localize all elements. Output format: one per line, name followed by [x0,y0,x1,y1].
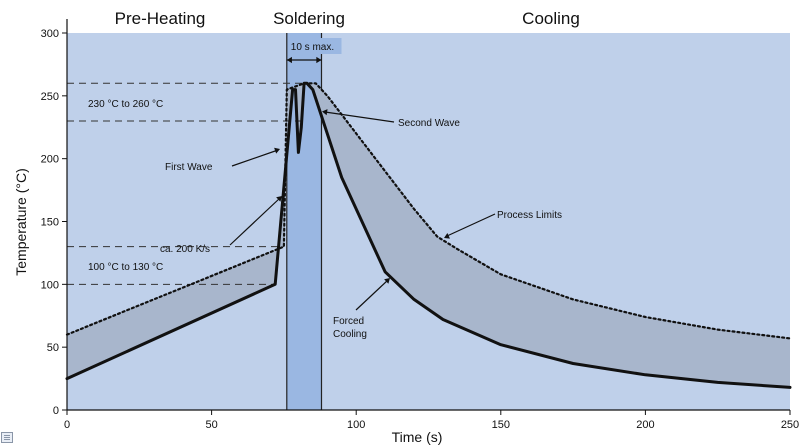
dimension-arrow-right [316,56,322,64]
forced-cooling-label-line2: Cooling [333,329,367,340]
phase-label: Soldering [273,9,345,28]
dimension-label-bg [288,38,342,54]
range-high-label: 230 °C to 260 °C [88,99,163,110]
y-tick-label: 200 [41,154,59,166]
process-limits-label: Process Limits [497,210,562,221]
y-tick-label: 250 [41,91,59,103]
phase-label: Cooling [522,9,580,28]
y-tick-label: 50 [47,342,59,354]
second-wave-arrow [322,109,328,116]
first-wave-arrow [274,147,280,154]
first-wave-label: First Wave [165,162,213,173]
forced-cooling-label-line1: Forced [333,316,364,327]
y-tick-label: 100 [41,279,59,291]
x-axis-label: Time (s) [392,429,443,445]
second-wave-leader [324,111,395,123]
ramp-rate-arrow [276,196,282,202]
x-tick-label: 250 [781,419,799,431]
dimension-arrow-left [286,56,292,64]
y-tick-label: 150 [41,217,59,229]
y-tick-label: 300 [41,28,59,40]
second-wave-label: Second Wave [398,118,460,129]
y-tick-label: 0 [53,405,59,417]
dimension-label: 10 s max. [291,42,334,53]
y-axis-label: Temperature (°C) [13,168,29,276]
ramp-rate-label: ca. 200 K/s [160,244,210,255]
ramp-rate-leader [229,197,281,246]
process-limits-leader [446,213,496,237]
x-tick-label: 150 [492,419,510,431]
document-icon [1,432,13,443]
forced-cooling-curve [65,81,792,389]
x-tick-label: 0 [64,419,70,431]
first-wave-leader [231,149,279,167]
forced-cooling-arrow [384,278,390,284]
phase-label: Pre-Heating [115,9,206,28]
forced-cooling-leader [355,279,389,311]
process-window-fill [67,83,790,388]
range-low-label: 100 °C to 130 °C [88,262,163,273]
x-tick-label: 200 [636,419,654,431]
x-tick-label: 100 [347,419,365,431]
process-limits-arrow [444,233,450,239]
x-tick-label: 50 [205,419,217,431]
process-limit-curve [65,82,792,340]
